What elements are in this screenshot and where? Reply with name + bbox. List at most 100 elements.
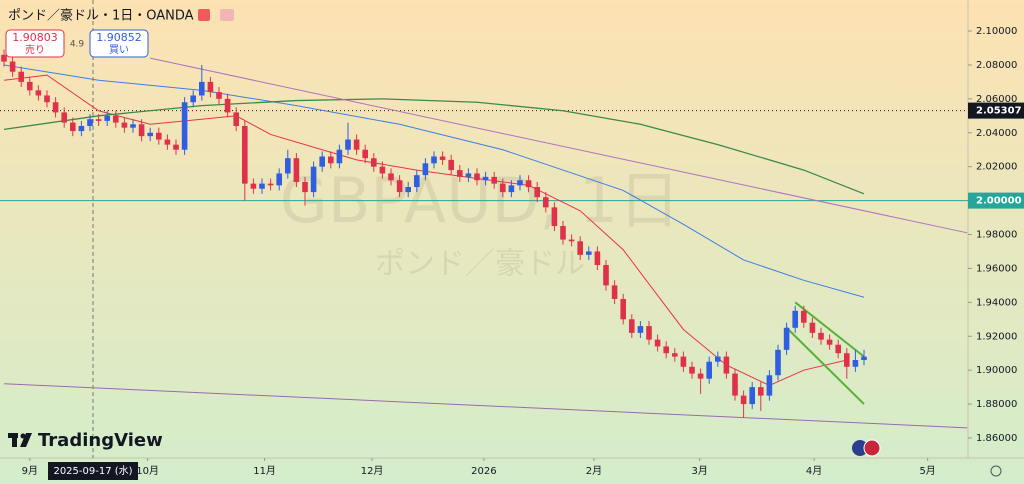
y-tick-label: 2.10000 xyxy=(976,26,1017,37)
candle-body xyxy=(732,373,738,396)
buy-price: 1.90852 xyxy=(96,31,142,44)
candle-body xyxy=(113,115,119,123)
y-tick-label: 1.86000 xyxy=(976,433,1017,444)
price-label: 2.05307 xyxy=(976,106,1022,117)
candle-body xyxy=(646,326,652,340)
overlay-line xyxy=(794,301,865,358)
buy-button[interactable] xyxy=(89,29,149,58)
candle-body xyxy=(543,197,549,208)
overlay-line xyxy=(3,383,968,429)
candle-body xyxy=(525,180,532,188)
candle-body xyxy=(577,241,583,255)
candle-body xyxy=(138,124,145,137)
candle-body xyxy=(224,98,231,113)
candle-body xyxy=(672,353,678,357)
watermark-name: ポンド／豪ドル xyxy=(375,247,585,282)
candle-body xyxy=(500,183,506,193)
logo-mark xyxy=(12,433,17,447)
candle-body xyxy=(199,81,205,96)
candle-body xyxy=(715,356,721,362)
candle-body xyxy=(70,122,76,132)
candle-body xyxy=(250,183,257,189)
candle-body xyxy=(835,344,841,354)
candle-body xyxy=(740,395,747,405)
candle-body xyxy=(173,144,179,150)
buy-label: 買い xyxy=(109,44,129,56)
candle-body xyxy=(517,180,523,186)
candle-body xyxy=(207,81,214,93)
candle-body xyxy=(104,115,110,121)
candle-body xyxy=(27,81,33,91)
y-tick-label: 1.94000 xyxy=(976,297,1017,308)
price-label-box xyxy=(968,192,1024,209)
candle-body xyxy=(586,251,592,255)
price-label-box xyxy=(968,102,1024,119)
wave-icon[interactable] xyxy=(220,9,234,21)
candle-body xyxy=(474,173,480,181)
candle-body xyxy=(431,156,437,164)
candle-body xyxy=(414,175,420,188)
y-tick-label: 1.98000 xyxy=(976,230,1017,241)
flag-icon[interactable] xyxy=(198,9,210,21)
candle-body xyxy=(216,92,222,99)
currency-flag xyxy=(863,439,881,457)
overlay-line xyxy=(3,64,865,298)
x-tick-label: 2026 xyxy=(471,466,496,477)
candle-body xyxy=(689,366,695,374)
candle-body xyxy=(706,361,712,379)
candle-body xyxy=(388,173,394,181)
candle-body xyxy=(809,322,816,333)
candle-body xyxy=(457,170,463,177)
candle-body xyxy=(267,183,274,186)
y-tick-label: 2.04000 xyxy=(976,128,1017,139)
x-tick-label: 10月 xyxy=(136,465,159,477)
candle-body xyxy=(371,158,377,167)
overlay-line xyxy=(3,98,865,195)
candle-body xyxy=(663,346,669,354)
candle-body xyxy=(310,166,317,193)
candle-body xyxy=(78,125,85,132)
candle-body xyxy=(551,207,558,227)
x-tick-label: 5月 xyxy=(919,465,935,477)
candle-body xyxy=(594,251,601,266)
logo-mark xyxy=(20,433,32,447)
candle-body xyxy=(396,180,403,193)
currency-flag xyxy=(852,440,868,456)
y-tick-label: 1.96000 xyxy=(976,263,1017,274)
crosshair-label: 2025-09-17 (水) xyxy=(53,465,132,477)
candle-body xyxy=(852,359,859,367)
candle-body xyxy=(353,139,360,150)
candle-body xyxy=(534,187,540,198)
candle-body xyxy=(818,332,824,340)
candle-body xyxy=(482,176,489,181)
settings-icon[interactable] xyxy=(990,465,1002,477)
candle-body xyxy=(362,149,368,159)
candle-body xyxy=(242,125,248,184)
x-tick-label: 11月 xyxy=(253,465,276,477)
x-tick-label: 9月 xyxy=(22,465,38,477)
candle-body xyxy=(844,353,850,367)
candle-body xyxy=(749,387,755,405)
y-tick-label: 1.88000 xyxy=(976,399,1017,410)
candle-body xyxy=(345,139,351,150)
candle-body xyxy=(52,102,59,113)
candle-body xyxy=(130,124,136,128)
sell-button[interactable] xyxy=(5,29,65,58)
candle-body xyxy=(181,102,188,150)
candle-body xyxy=(379,166,386,174)
y-tick-label: 1.90000 xyxy=(976,365,1017,376)
candle-body xyxy=(190,95,196,103)
candle-body xyxy=(439,156,446,160)
candle-body xyxy=(422,163,429,176)
candle-body xyxy=(9,61,16,72)
candle-body xyxy=(121,122,128,128)
candle-body xyxy=(775,349,781,376)
x-tick-label: 3月 xyxy=(692,465,708,477)
overlay-line xyxy=(785,327,865,405)
sell-label: 売り xyxy=(25,43,45,56)
candle-body xyxy=(328,156,334,164)
candle-body xyxy=(491,176,497,184)
candle-body xyxy=(508,185,515,193)
logo-text: TradingView xyxy=(38,430,163,451)
